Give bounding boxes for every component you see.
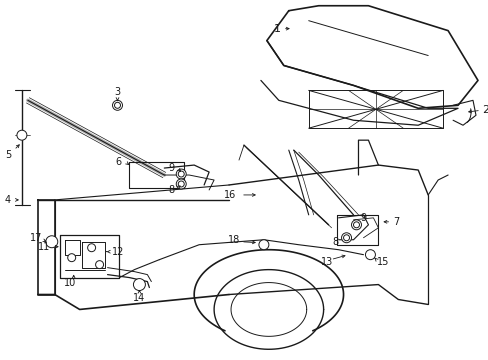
Circle shape (112, 100, 122, 110)
Circle shape (365, 250, 375, 260)
Circle shape (176, 169, 186, 179)
Text: 5: 5 (5, 150, 11, 160)
Text: 4: 4 (5, 195, 11, 205)
Circle shape (17, 130, 27, 140)
Text: 1: 1 (273, 24, 280, 33)
Circle shape (67, 254, 76, 262)
Circle shape (258, 240, 268, 250)
Text: 14: 14 (133, 293, 145, 302)
Text: 15: 15 (376, 257, 389, 267)
Text: 6: 6 (115, 157, 121, 167)
Circle shape (176, 179, 186, 189)
Text: 9: 9 (168, 163, 174, 173)
Text: 10: 10 (63, 278, 76, 288)
Circle shape (87, 244, 95, 252)
Text: 12: 12 (111, 247, 123, 257)
Text: 16: 16 (224, 190, 236, 200)
Text: 13: 13 (321, 257, 333, 267)
Text: 2: 2 (481, 105, 488, 115)
Text: 8: 8 (168, 185, 174, 195)
Text: 7: 7 (392, 217, 399, 227)
Text: 18: 18 (227, 235, 240, 245)
Text: 17: 17 (30, 233, 42, 243)
Circle shape (95, 261, 103, 269)
Circle shape (114, 102, 120, 108)
Circle shape (341, 233, 351, 243)
Circle shape (133, 279, 145, 291)
Text: 8: 8 (332, 237, 338, 247)
Circle shape (46, 236, 58, 248)
Text: 11: 11 (38, 242, 50, 252)
Text: 3: 3 (114, 87, 121, 97)
Circle shape (351, 220, 361, 230)
Text: 9: 9 (360, 213, 366, 223)
